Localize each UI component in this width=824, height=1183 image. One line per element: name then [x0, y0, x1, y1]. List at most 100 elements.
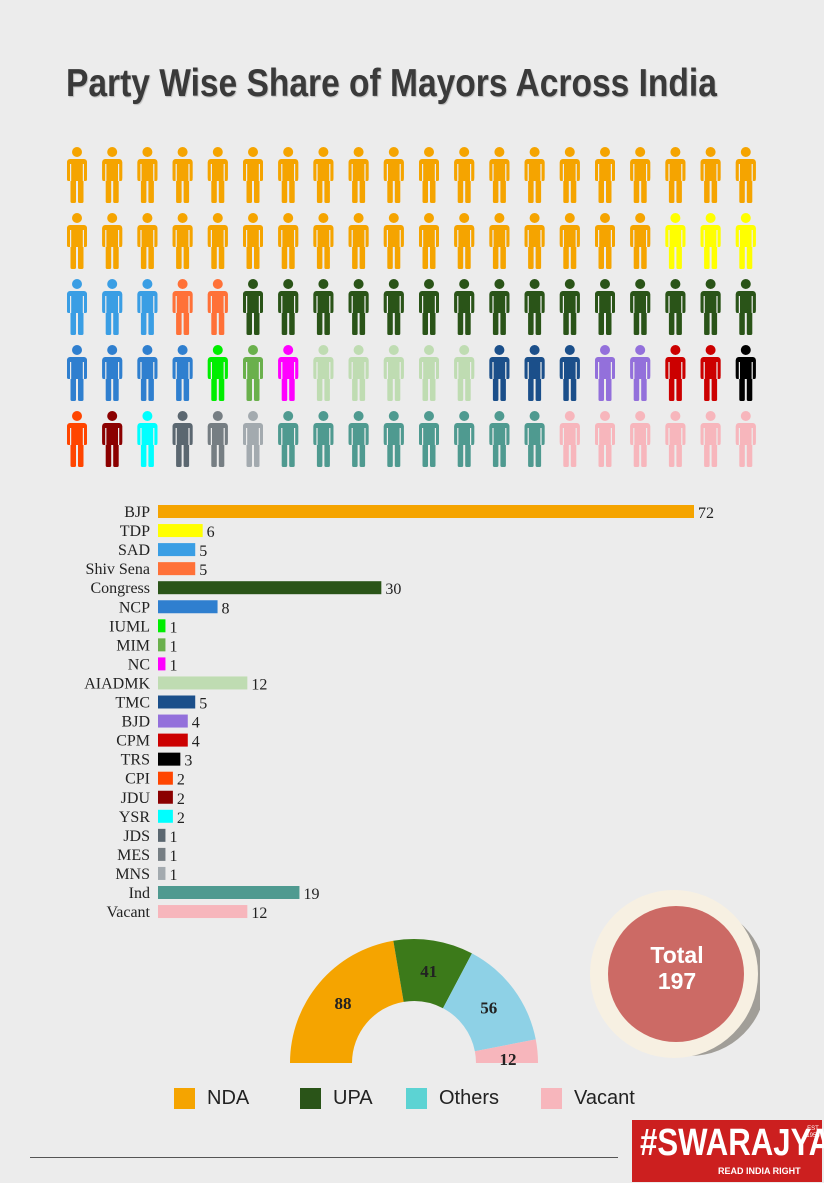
person-icon — [207, 147, 228, 203]
person-icon — [454, 147, 475, 203]
person-icon — [207, 213, 228, 269]
brand-est: EST 1956 — [806, 1126, 820, 1139]
person-icon — [489, 147, 510, 203]
bar-iuml — [158, 619, 166, 633]
legend-label-upa: UPA — [333, 1087, 373, 1109]
bar-label: BJD — [122, 714, 150, 731]
bar-value: 8 — [222, 600, 230, 617]
donut-slice-upa — [393, 939, 472, 1009]
bar-mim — [158, 638, 166, 652]
bar-vacant — [158, 905, 248, 919]
bar-value: 30 — [385, 581, 401, 598]
bar-tmc — [158, 695, 196, 709]
person-icon — [172, 279, 193, 335]
total-value: 197 — [657, 968, 697, 994]
person-icon — [348, 213, 369, 269]
donut-slice-vacant — [474, 1039, 538, 1063]
person-icon — [348, 147, 369, 203]
person-icon — [700, 345, 721, 401]
person-icon — [383, 411, 404, 467]
person-icon — [137, 345, 158, 401]
bar-value: 5 — [199, 562, 207, 579]
person-icon — [102, 411, 123, 467]
person-icon — [172, 345, 193, 401]
legend-swatch-nda — [174, 1088, 195, 1109]
donut-value: 88 — [334, 994, 351, 1013]
bar-cpm — [158, 733, 188, 747]
person-icon — [67, 411, 87, 467]
person-icon — [137, 147, 158, 203]
person-icon — [595, 411, 615, 467]
bar-value: 5 — [199, 543, 207, 560]
person-icon — [243, 147, 263, 203]
person-icon — [243, 411, 263, 467]
legend-item-others: Others — [406, 1087, 499, 1110]
bar-value: 1 — [169, 867, 177, 884]
person-icon — [595, 213, 615, 269]
person-icon — [172, 411, 193, 467]
person-icon — [454, 279, 475, 335]
person-icon — [454, 213, 475, 269]
legend-label-others: Others — [439, 1087, 500, 1109]
donut-slice-others — [442, 953, 536, 1052]
person-icon — [278, 345, 299, 401]
person-icon — [102, 279, 123, 335]
person-icon — [630, 279, 651, 335]
bar-value: 2 — [177, 772, 185, 789]
person-icon — [383, 147, 404, 203]
person-icon — [313, 345, 334, 401]
bar-value: 6 — [207, 524, 215, 541]
legend-item-vacant: Vacant — [541, 1087, 635, 1110]
bar-shiv-sena — [158, 562, 196, 576]
bar-value: 5 — [199, 696, 207, 713]
person-icon — [313, 411, 334, 467]
bar-label: Ind — [129, 885, 150, 902]
person-icon — [348, 279, 369, 335]
bar-label: NCP — [119, 599, 150, 616]
brand-name: #SWARAJYA — [640, 1122, 824, 1164]
person-icon — [665, 213, 686, 269]
person-icon — [243, 279, 263, 335]
person-icon — [419, 279, 439, 335]
person-icon — [559, 213, 580, 269]
person-icon — [524, 147, 545, 203]
person-icon — [524, 345, 545, 401]
bar-label: CPM — [116, 733, 150, 750]
total-circle-graphic — [590, 890, 766, 1058]
person-icon — [102, 147, 123, 203]
person-icon — [735, 147, 756, 203]
person-icon — [595, 279, 615, 335]
bar-label: Vacant — [106, 904, 150, 921]
person-icon — [595, 345, 615, 401]
bar-ncp — [158, 600, 218, 614]
bar-value: 1 — [169, 848, 177, 865]
total-text: Total 197 — [608, 942, 746, 994]
bar-value: 2 — [177, 791, 185, 808]
bar-value: 12 — [251, 676, 267, 693]
bar-bjd — [158, 714, 188, 728]
person-icon — [735, 213, 756, 269]
person-icon — [595, 147, 615, 203]
person-icon — [348, 345, 369, 401]
bar-label: JDU — [121, 790, 151, 807]
person-icon — [348, 411, 369, 467]
pictogram-grid — [67, 147, 756, 467]
person-icon — [383, 279, 404, 335]
person-icon — [419, 147, 439, 203]
bar-value: 1 — [169, 657, 177, 674]
person-icon — [524, 411, 545, 467]
person-icon — [207, 279, 228, 335]
person-icon — [665, 345, 686, 401]
person-icon — [700, 411, 721, 467]
donut-value: 41 — [420, 962, 437, 981]
person-icon — [137, 279, 158, 335]
person-icon — [489, 345, 510, 401]
person-icon — [524, 279, 545, 335]
bar-ind — [158, 886, 300, 899]
bar-cpi — [158, 771, 173, 785]
bar-value: 1 — [169, 619, 177, 636]
person-icon — [489, 213, 510, 269]
bar-trs — [158, 752, 181, 766]
brand-tagline: READ INDIA RIGHT — [718, 1166, 801, 1176]
footer-divider — [30, 1157, 618, 1158]
